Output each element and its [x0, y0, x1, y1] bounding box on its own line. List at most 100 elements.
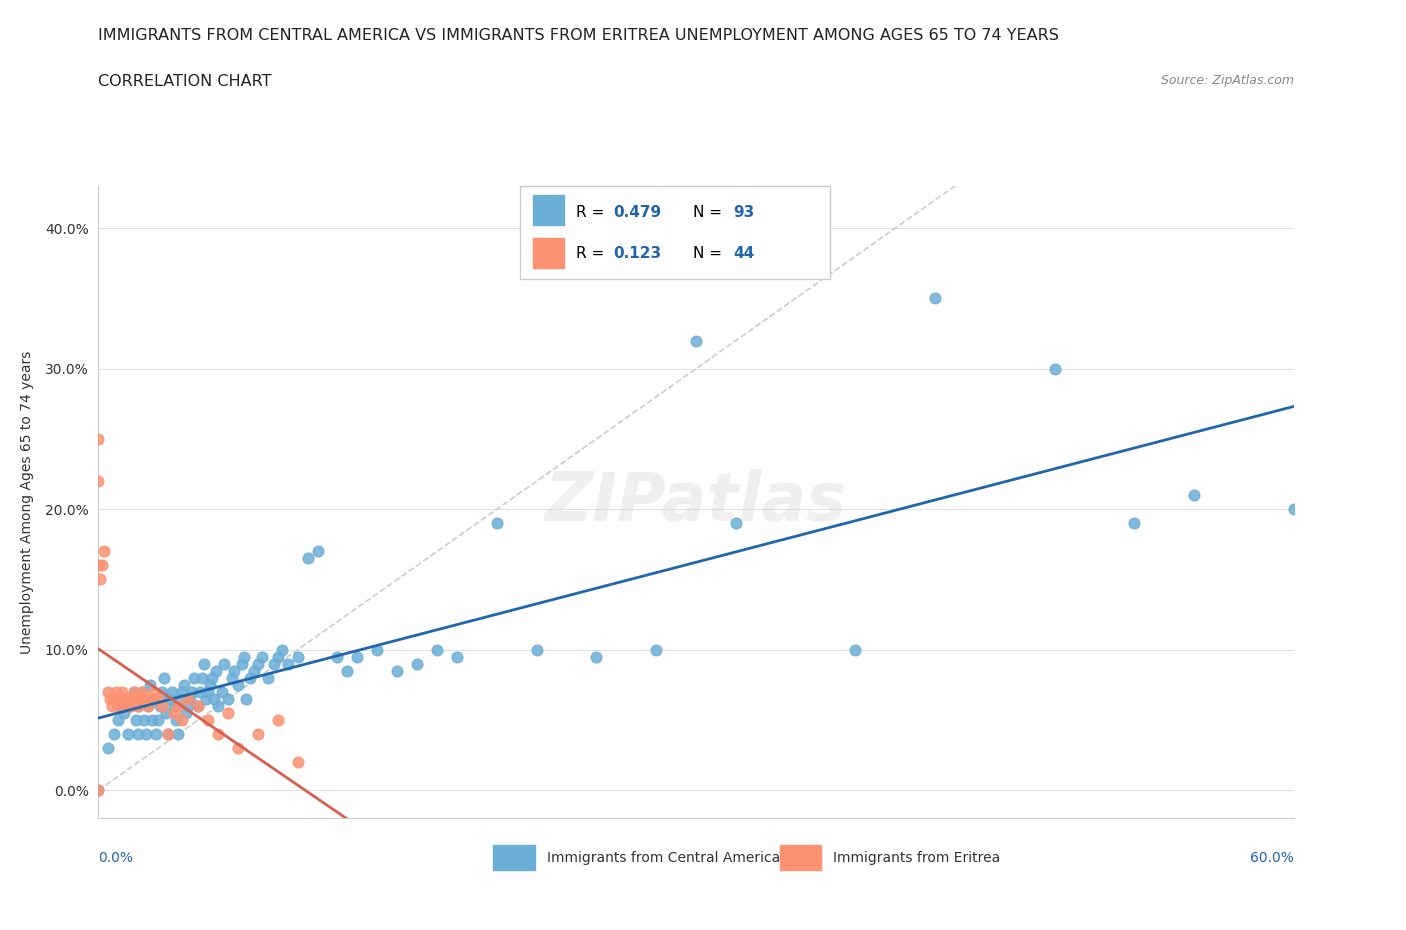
Immigrants from Eritrea [177, 692, 200, 707]
Immigrants from Eritrea [111, 684, 134, 699]
Immigrants from Central America [645, 643, 668, 658]
Immigrants from Eritrea [87, 783, 110, 798]
Immigrants from Central America [125, 712, 148, 727]
Immigrants from Eritrea [187, 698, 209, 713]
Immigrants from Central America [232, 649, 254, 664]
Immigrants from Central America [121, 692, 143, 707]
Immigrants from Central America [160, 684, 183, 699]
Immigrants from Central America [177, 698, 200, 713]
Immigrants from Central America [169, 692, 191, 707]
Immigrants from Central America [346, 649, 368, 664]
Bar [494, 845, 534, 870]
Immigrants from Eritrea [93, 544, 115, 559]
Immigrants from Eritrea [101, 698, 124, 713]
Immigrants from Central America [179, 692, 201, 707]
Immigrants from Central America [267, 649, 290, 664]
Immigrants from Eritrea [97, 684, 120, 699]
Immigrants from Central America [107, 712, 129, 727]
Immigrants from Central America [120, 698, 142, 713]
Text: CORRELATION CHART: CORRELATION CHART [98, 74, 271, 89]
Immigrants from Central America [165, 712, 187, 727]
Immigrants from Central America [201, 671, 224, 685]
Immigrants from Central America [297, 551, 319, 565]
Text: N =: N = [693, 205, 727, 219]
Immigrants from Central America [406, 657, 429, 671]
Immigrants from Central America [111, 698, 134, 713]
Immigrants from Central America [243, 663, 266, 678]
Immigrants from Eritrea [110, 692, 132, 707]
Immigrants from Central America [183, 671, 205, 685]
Immigrants from Eritrea [112, 692, 135, 707]
Immigrants from Central America [135, 726, 157, 741]
Immigrants from Central America [235, 692, 257, 707]
Immigrants from Eritrea [127, 698, 149, 713]
Immigrants from Eritrea [129, 692, 152, 707]
Text: ZIPatlas: ZIPatlas [546, 470, 846, 535]
Text: N =: N = [693, 246, 727, 261]
Bar [779, 845, 821, 870]
Immigrants from Eritrea [103, 692, 125, 707]
Immigrants from Eritrea [150, 698, 173, 713]
Immigrants from Eritrea [136, 698, 159, 713]
Immigrants from Eritrea [107, 698, 129, 713]
Immigrants from Central America [149, 698, 172, 713]
Immigrants from Eritrea [134, 692, 156, 707]
Immigrants from Central America [1123, 516, 1146, 531]
Immigrants from Central America [141, 712, 163, 727]
Immigrants from Central America [163, 698, 186, 713]
Immigrants from Central America [181, 684, 204, 699]
Immigrants from Central America [174, 706, 197, 721]
Immigrants from Eritrea [157, 726, 180, 741]
Immigrants from Eritrea [117, 692, 139, 707]
Immigrants from Central America [326, 649, 349, 664]
Immigrants from Central America [263, 657, 285, 671]
Immigrants from Eritrea [217, 706, 239, 721]
Immigrants from Central America [205, 663, 228, 678]
Bar [533, 195, 564, 225]
Immigrants from Central America [188, 684, 211, 699]
Immigrants from Central America [366, 643, 388, 658]
Text: R =: R = [576, 246, 609, 261]
Immigrants from Central America [103, 726, 125, 741]
Immigrants from Central America [198, 677, 221, 692]
Immigrants from Eritrea [121, 692, 143, 707]
Immigrants from Central America [131, 684, 153, 699]
Text: 44: 44 [734, 246, 755, 261]
Immigrants from Central America [129, 692, 152, 707]
Immigrants from Eritrea [172, 712, 194, 727]
Immigrants from Central America [385, 663, 409, 678]
Immigrants from Central America [155, 706, 177, 721]
Text: IMMIGRANTS FROM CENTRAL AMERICA VS IMMIGRANTS FROM ERITREA UNEMPLOYMENT AMONG AG: IMMIGRANTS FROM CENTRAL AMERICA VS IMMIG… [98, 28, 1059, 43]
Immigrants from Central America [844, 643, 866, 658]
Immigrants from Central America [202, 692, 225, 707]
Immigrants from Central America [127, 726, 149, 741]
Immigrants from Eritrea [131, 684, 153, 699]
Immigrants from Eritrea [226, 740, 249, 755]
Immigrants from Eritrea [197, 712, 219, 727]
Immigrants from Central America [87, 783, 110, 798]
Immigrants from Central America [159, 692, 181, 707]
Immigrants from Central America [191, 671, 214, 685]
Immigrants from Central America [173, 677, 195, 692]
Immigrants from Central America [307, 544, 329, 559]
Text: 0.123: 0.123 [613, 246, 661, 261]
Immigrants from Central America [150, 684, 173, 699]
Immigrants from Central America [153, 671, 176, 685]
Immigrants from Central America [270, 643, 292, 658]
Immigrants from Central America [231, 657, 253, 671]
Immigrants from Eritrea [87, 432, 110, 446]
Immigrants from Central America [277, 657, 299, 671]
Immigrants from Eritrea [163, 706, 186, 721]
Text: Source: ZipAtlas.com: Source: ZipAtlas.com [1160, 74, 1294, 87]
Immigrants from Central America [221, 671, 243, 685]
Immigrants from Eritrea [115, 698, 138, 713]
Immigrants from Central America [246, 657, 269, 671]
Immigrants from Central America [1043, 361, 1066, 376]
Immigrants from Central America [143, 692, 166, 707]
Immigrants from Eritrea [125, 692, 148, 707]
Immigrants from Eritrea [91, 558, 114, 573]
Immigrants from Central America [426, 643, 449, 658]
Immigrants from Central America [256, 671, 278, 685]
Immigrants from Eritrea [89, 572, 111, 587]
Immigrants from Central America [134, 712, 156, 727]
